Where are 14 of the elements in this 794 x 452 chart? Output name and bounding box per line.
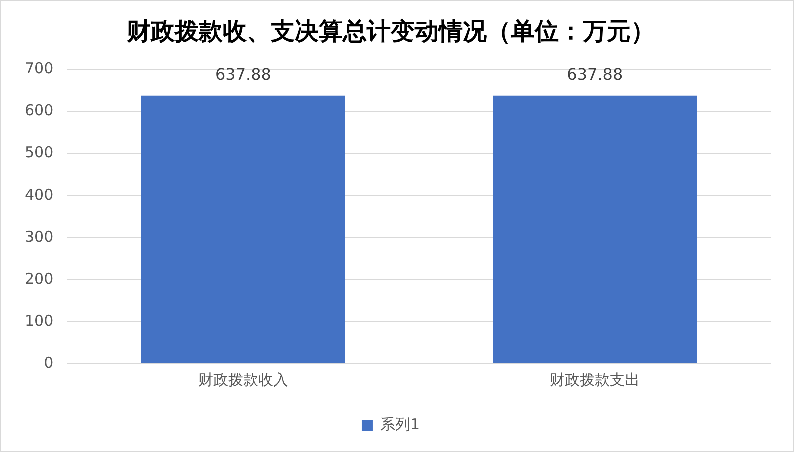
chart-title: 财政拨款收、支决算总计变动情况（单位：万元） xyxy=(126,16,655,46)
y-tick-label: 200 xyxy=(24,270,54,288)
y-tick-label: 0 xyxy=(44,354,54,372)
y-tick-label: 600 xyxy=(24,102,54,120)
y-tick-label: 700 xyxy=(24,60,54,78)
data-label: 637.88 xyxy=(215,65,272,84)
data-label: 637.88 xyxy=(567,65,624,84)
y-tick-label: 400 xyxy=(24,186,54,204)
legend-label: 系列1 xyxy=(380,415,420,434)
y-tick-label: 500 xyxy=(24,144,54,162)
y-tick-label: 100 xyxy=(24,312,54,330)
x-tick-label: 财政拨款收入 xyxy=(198,370,288,389)
y-tick-label: 300 xyxy=(24,228,54,246)
x-tick-label: 财政拨款支出 xyxy=(550,370,640,389)
